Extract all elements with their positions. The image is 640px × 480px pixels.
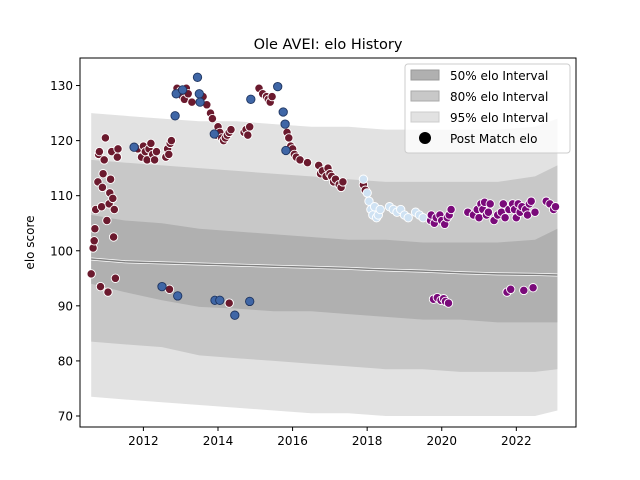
- post-match-elo-point: [98, 169, 108, 179]
- post-match-elo-point: [215, 295, 225, 305]
- post-match-elo-point: [338, 177, 348, 187]
- y-tick-label: 80: [58, 354, 73, 368]
- post-match-elo-point: [207, 113, 218, 124]
- post-match-elo-point: [99, 155, 109, 165]
- y-tick-label: 90: [58, 299, 73, 313]
- post-match-elo-point: [103, 287, 113, 297]
- post-match-elo-point: [194, 89, 204, 99]
- post-match-elo-point: [105, 174, 116, 184]
- plot-frame: [79, 57, 577, 428]
- post-match-elo-point: [164, 149, 174, 160]
- post-match-elo-point: [173, 291, 183, 301]
- legend-box: [404, 63, 571, 154]
- post-match-elo-point: [281, 145, 291, 156]
- x-tick-label: 2018: [352, 434, 383, 448]
- axes: 2012 2014 2016 2018 2020 2022 70 80 90 100 110 120 1…: [50, 79, 532, 448]
- post-match-elo-point: [195, 97, 205, 107]
- post-match-elo-point: [166, 135, 177, 146]
- post-match-elo-point: [358, 174, 369, 184]
- post-match-elo-point: [375, 204, 385, 215]
- post-match-elo-point: [273, 81, 283, 92]
- post-match-elo-point: [500, 213, 510, 223]
- post-match-elo-point: [526, 196, 536, 206]
- post-match-elo-point: [97, 182, 108, 193]
- post-match-elo-point: [267, 91, 277, 102]
- post-match-elo-point: [108, 232, 119, 242]
- y-tick-label: 100: [50, 244, 73, 258]
- post-match-elo-point: [209, 129, 219, 139]
- post-match-elo-point: [243, 130, 253, 140]
- post-match-elo-point: [86, 269, 96, 279]
- post-match-elo-point: [550, 202, 561, 212]
- post-match-elo-point: [230, 310, 240, 320]
- post-match-elo-point: [112, 152, 122, 162]
- legend-label-50: 50% elo Interval: [450, 69, 548, 83]
- post-match-elo-point: [187, 97, 197, 107]
- post-match-elo-point: [245, 122, 255, 132]
- post-match-elo-point: [108, 193, 118, 204]
- post-match-elo-point: [100, 133, 111, 143]
- x-tick-label: 2012: [128, 434, 159, 448]
- legend-label-post-match: Post Match elo: [450, 132, 537, 146]
- post-match-elo-point: [224, 298, 234, 308]
- plot-area: [86, 72, 561, 416]
- legend-label-80: 80% elo Interval: [450, 90, 548, 104]
- post-match-elo-point: [483, 207, 494, 217]
- legend-swatch-95: [410, 111, 440, 123]
- post-match-elo-point: [157, 281, 167, 292]
- x-tick-label: 2020: [426, 434, 457, 448]
- x-tick-label: 2014: [203, 434, 234, 448]
- post-match-elo-point: [519, 285, 529, 296]
- post-match-elo-point: [102, 215, 112, 226]
- post-match-elo-point: [95, 281, 106, 292]
- post-match-elo-point: [443, 298, 454, 308]
- legend-swatch-50: [410, 69, 440, 81]
- post-match-elo-point: [528, 283, 538, 293]
- post-match-elo-point: [151, 146, 162, 157]
- post-match-elo-point: [129, 142, 139, 152]
- post-match-elo-point: [530, 207, 540, 217]
- y-tick-label: 120: [50, 134, 73, 148]
- legend-marker-post-match: [419, 132, 431, 144]
- post-match-elo-point: [403, 213, 413, 223]
- x-tick-label: 2022: [501, 434, 532, 448]
- post-match-elo-point: [302, 157, 313, 168]
- y-tick-label: 130: [50, 79, 73, 93]
- post-match-elo-point: [90, 224, 100, 234]
- post-match-elo-point: [246, 94, 256, 104]
- chart-title: Ole AVEI: elo History: [254, 37, 403, 53]
- post-match-elo-point: [170, 111, 180, 121]
- post-match-elo-point: [498, 199, 508, 209]
- post-match-elo-point: [109, 204, 119, 215]
- post-match-elo-point: [284, 133, 294, 143]
- post-match-elo-point: [278, 107, 288, 117]
- post-match-elo-point: [192, 72, 203, 82]
- post-match-elo-point: [506, 284, 516, 294]
- post-match-elo-point: [110, 273, 121, 283]
- post-match-elo-point: [245, 296, 255, 307]
- legend-label-95: 95% elo Interval: [450, 111, 548, 125]
- post-match-elo-point: [280, 119, 290, 129]
- post-match-elo-point: [177, 85, 188, 95]
- post-match-elo-point: [146, 138, 156, 149]
- median-line: [91, 258, 558, 276]
- post-match-elo-point: [485, 199, 495, 209]
- y-axis-label: elo score: [23, 215, 37, 269]
- x-tick-label: 2016: [277, 434, 308, 448]
- post-match-elo-point: [94, 146, 105, 157]
- post-match-elo-point: [226, 124, 236, 135]
- post-match-elo-point: [362, 188, 372, 198]
- legend-swatch-80: [410, 90, 440, 102]
- post-match-elo-point: [89, 236, 99, 246]
- y-tick-label: 70: [58, 409, 73, 423]
- post-match-elo-point: [149, 155, 160, 165]
- post-match-elo-point: [113, 144, 123, 154]
- post-match-elo-point: [446, 204, 456, 215]
- y-tick-label: 110: [50, 189, 73, 203]
- legend: 50% elo Interval 80% elo Interval 95% el…: [404, 63, 571, 154]
